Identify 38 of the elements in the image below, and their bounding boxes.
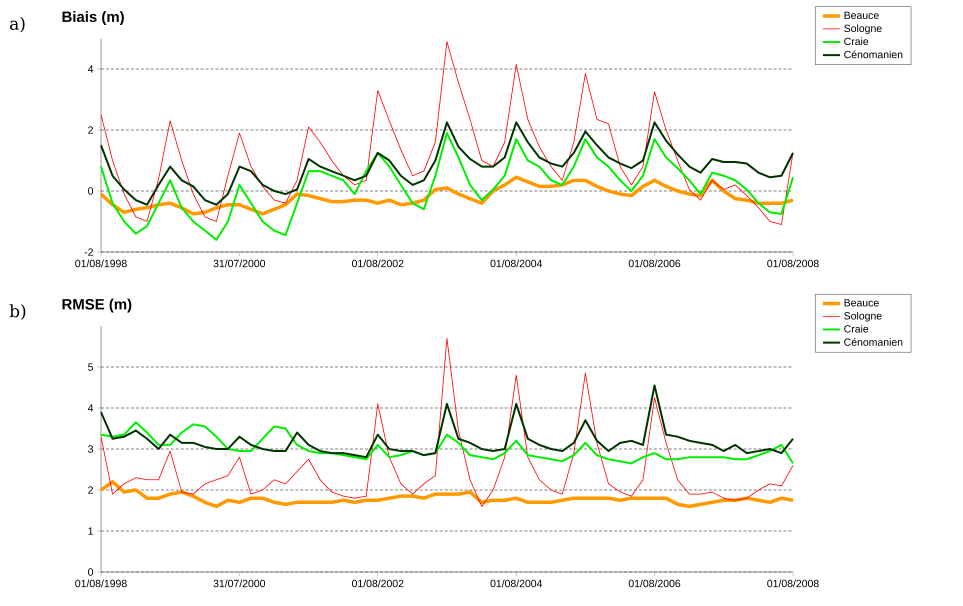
x-tick-label: 01/08/2002 bbox=[352, 580, 404, 588]
x-tick-label: 01/08/2008 bbox=[767, 580, 819, 588]
legend-label: Craie bbox=[844, 324, 868, 333]
line-series bbox=[100, 384, 794, 458]
legend-label: Sologne bbox=[844, 312, 882, 322]
x-tick-label: 01/08/2004 bbox=[490, 260, 542, 268]
legend-label: Sologne bbox=[844, 24, 882, 34]
line-series bbox=[100, 41, 794, 225]
x-tick-label: 01/08/2008 bbox=[767, 260, 819, 268]
chart-title: RMSE (m) bbox=[62, 298, 132, 312]
legend-label: Cénomanien bbox=[844, 338, 902, 346]
x-tick-label: 01/08/2006 bbox=[628, 580, 680, 588]
y-tick-label: 2 bbox=[88, 126, 93, 134]
x-tick-label: 31/07/2000 bbox=[214, 260, 266, 268]
chart-title: Biais (m) bbox=[62, 11, 124, 25]
y-tick-label: 2 bbox=[88, 486, 93, 494]
y-tick-label: 5 bbox=[88, 363, 94, 371]
y-tick-label: 4 bbox=[88, 65, 94, 73]
y-tick-label: 3 bbox=[88, 445, 94, 453]
legend-label: Craie bbox=[844, 37, 868, 46]
y-tick-label: 0 bbox=[88, 187, 94, 195]
text: a) bbox=[10, 16, 25, 32]
x-tick-label: 31/07/2000 bbox=[214, 580, 266, 588]
text: b) bbox=[10, 304, 26, 320]
legend-label: Cénomanien bbox=[844, 50, 902, 58]
line-series bbox=[100, 132, 794, 241]
y-tick-label: -2 bbox=[84, 248, 93, 256]
y-tick-label: 0 bbox=[88, 568, 94, 576]
legend-label: Beauce bbox=[844, 12, 879, 19]
x-tick-label: 01/08/1998 bbox=[75, 580, 127, 588]
x-tick-label: 01/08/1998 bbox=[75, 260, 127, 268]
line-series bbox=[100, 121, 794, 206]
x-tick-label: 01/08/2002 bbox=[352, 260, 404, 268]
x-tick-label: 01/08/2004 bbox=[490, 580, 542, 588]
y-tick-label: 1 bbox=[88, 527, 93, 535]
legend-label: Beauce bbox=[844, 299, 879, 306]
x-tick-label: 01/08/2006 bbox=[628, 260, 680, 268]
y-tick-label: 4 bbox=[88, 404, 94, 412]
